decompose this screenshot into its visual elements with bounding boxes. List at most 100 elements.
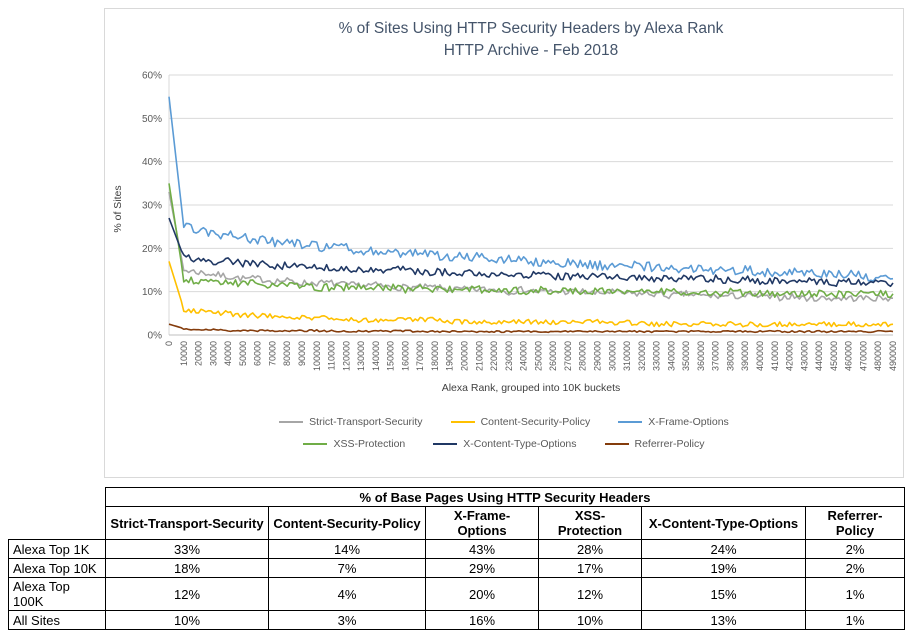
legend-item-strict-transport-security: Strict-Transport-Security [279, 416, 423, 428]
x-tick-label: 360000 [696, 341, 706, 371]
x-tick-label: 240000 [519, 341, 529, 371]
series-line-x-content-type-options [168, 217, 894, 288]
y-tick-label: 20% [142, 244, 162, 255]
x-tick-label: 450000 [829, 341, 839, 371]
chart-title: % of Sites Using HTTP Security Headers b… [339, 20, 724, 37]
x-tick-label: 100000 [312, 341, 322, 371]
column-header-x-frame-options: X-Frame-Options [425, 506, 539, 540]
series-line-content-security-policy [168, 261, 894, 328]
table-cell: 1% [805, 577, 905, 611]
x-tick-label: 80000 [282, 341, 292, 366]
legend-row: Strict-Transport-Security Content-Securit… [105, 416, 903, 428]
table-cell: 14% [268, 539, 426, 559]
x-tick-label: 0 [164, 341, 174, 346]
legend-label: Content-Security-Policy [480, 416, 591, 428]
x-tick-label: 20000 [194, 341, 204, 366]
legend-label: XSS-Protection [333, 438, 406, 450]
x-tick-label: 310000 [622, 341, 632, 371]
y-axis-title: % of Sites [112, 185, 124, 232]
table-cell: 4% [268, 577, 426, 611]
table-header-empty [9, 507, 106, 540]
series-line-referrer-policy [168, 323, 894, 334]
table-cell: 2% [805, 539, 905, 559]
column-header-strict-transport-security: Strict-Transport-Security [105, 506, 269, 540]
x-tick-label: 50000 [238, 341, 248, 366]
x-tick-label: 200000 [460, 341, 470, 371]
column-header-referrer-policy: Referrer-Policy [805, 506, 905, 540]
x-tick-label: 250000 [533, 341, 543, 371]
legend-item-content-security-policy: Content-Security-Policy [450, 416, 591, 428]
table-cell: 28% [538, 539, 642, 559]
x-tick-label: 350000 [681, 341, 691, 371]
y-tick-label: 60% [142, 71, 162, 82]
chart-subtitle: HTTP Archive - Feb 2018 [444, 42, 619, 59]
table-row: All Sites 10% 3% 16% 10% 13% 1% [8, 610, 905, 630]
table-cell: 13% [641, 610, 806, 630]
legend-label: Strict-Transport-Security [309, 416, 423, 428]
legend-label: X-Content-Type-Options [463, 438, 577, 450]
chart: 0% 10% 20% 30% 40% 50% 60% 0 10000 20000 30000 400… [104, 8, 904, 478]
x-tick-label: 470000 [858, 341, 868, 371]
x-tick-label: 40000 [223, 341, 233, 366]
chart-svg: 0% 10% 20% 30% 40% 50% 60% 0 10000 20000 30000 400… [112, 20, 898, 394]
legend-item-xss-protection: XSS-Protection [303, 438, 405, 450]
y-tick-label: 30% [142, 201, 162, 212]
x-tick-label: 390000 [740, 341, 750, 371]
x-tick-label: 110000 [327, 341, 337, 370]
row-label: Alexa Top 1K [8, 539, 106, 559]
table-corner-empty [9, 488, 106, 507]
series-line-strict-transport-security [168, 191, 894, 303]
chart-legend: Strict-Transport-Security Content-Securit… [105, 416, 903, 450]
series-line-x-frame-options [168, 96, 894, 282]
x-tick-label: 330000 [652, 341, 662, 371]
x-tick-label: 440000 [814, 341, 824, 371]
y-tick-label: 10% [142, 287, 162, 298]
x-tick-label: 190000 [445, 341, 455, 371]
table-header-row: Strict-Transport-Security Content-Securit… [9, 506, 905, 540]
table-title: % of Base Pages Using HTTP Security Head… [105, 487, 905, 507]
table-cell: 24% [641, 539, 806, 559]
table-cell: 19% [641, 558, 806, 578]
table-cell: 10% [105, 610, 269, 630]
table-cell: 12% [538, 577, 642, 611]
x-tick-label: 370000 [711, 341, 721, 371]
x-tick-label: 220000 [489, 341, 499, 371]
row-label: Alexa Top 100K [8, 577, 106, 611]
table-cell: 15% [641, 577, 806, 611]
x-axis-title: Alexa Rank, grouped into 10K buckets [442, 382, 621, 394]
x-tick-label: 70000 [267, 341, 277, 366]
legend-item-x-frame-options: X-Frame-Options [618, 416, 729, 428]
table-row: Alexa Top 100K 12% 4% 20% 12% 15% 1% [8, 577, 905, 611]
table-row: Alexa Top 10K 18% 7% 29% 17% 19% 2% [8, 558, 905, 578]
x-tick-label: 10000 [179, 341, 189, 366]
legend-item-referrer-policy: Referrer-Policy [604, 438, 705, 450]
x-tick-label: 130000 [356, 341, 366, 371]
y-axis-labels: 0% 10% 20% 30% 40% 50% 60% [142, 71, 162, 342]
legend-label: Referrer-Policy [634, 438, 705, 450]
x-tick-label: 150000 [386, 341, 396, 371]
y-tick-label: 0% [148, 331, 163, 342]
legend-item-x-content-type-options: X-Content-Type-Options [433, 438, 577, 450]
x-tick-label: 230000 [504, 341, 514, 371]
x-tick-label: 460000 [844, 341, 854, 371]
legend-marker-xss-protection [303, 442, 328, 446]
x-tick-label: 260000 [548, 341, 558, 371]
x-tick-label: 480000 [873, 341, 883, 371]
x-tick-label: 430000 [799, 341, 809, 371]
table-row: Alexa Top 1K 33% 14% 43% 28% 24% 2% [8, 539, 905, 559]
table-cell: 17% [538, 558, 642, 578]
row-label: All Sites [8, 610, 106, 630]
table-cell: 18% [105, 558, 269, 578]
x-tick-label: 290000 [592, 341, 602, 371]
x-tick-label: 270000 [563, 341, 573, 371]
y-tick-label: 50% [142, 114, 162, 125]
legend-marker-referrer-policy [604, 442, 629, 446]
column-header-xss-protection: XSS-Protection [538, 506, 642, 540]
legend-label: X-Frame-Options [648, 416, 729, 428]
legend-marker-x-frame-options [618, 420, 643, 424]
legend-marker-content-security-policy [450, 420, 475, 424]
table-title-row: % of Base Pages Using HTTP Security Head… [9, 487, 905, 507]
y-tick-label: 40% [142, 157, 162, 168]
table-cell: 12% [105, 577, 269, 611]
x-tick-label: 380000 [725, 341, 735, 371]
